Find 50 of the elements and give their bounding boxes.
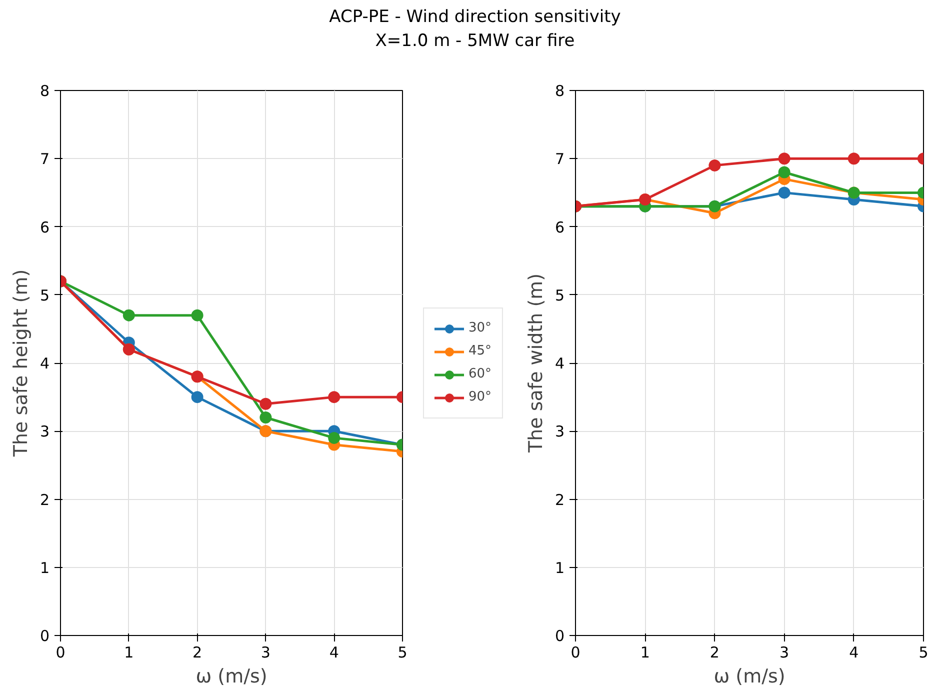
- x-tick-label: 1: [124, 644, 134, 662]
- point: [191, 309, 204, 322]
- legend-label: 30°: [468, 320, 492, 336]
- point: [778, 166, 790, 178]
- x-axis-title: ω (m/s): [196, 666, 268, 688]
- y-tick-label: 6: [554, 218, 565, 236]
- x-tick-label: 0: [56, 644, 66, 662]
- point: [328, 391, 340, 404]
- y-tick-label: 3: [40, 422, 50, 441]
- point: [328, 432, 340, 444]
- y-tick-label: 7: [554, 150, 565, 168]
- y-tick-label: 2: [40, 490, 50, 509]
- x-axis-title: ω (m/s): [714, 666, 786, 688]
- y-tick-label: 8: [554, 82, 565, 100]
- y-tick-label: 0: [554, 627, 565, 645]
- x-tick-label: 3: [260, 644, 270, 662]
- y-tick-label: 1: [40, 558, 50, 577]
- y-tick-label: 1: [554, 558, 565, 577]
- y-tick-label: 4: [554, 354, 565, 372]
- y-axis-title: The safe width (m): [524, 273, 547, 454]
- x-tick-label: 0: [570, 644, 580, 662]
- legend-label: 45°: [468, 344, 492, 358]
- x-tick-label: 4: [329, 644, 339, 662]
- legend-label: 60°: [468, 366, 492, 382]
- y-tick-label: 8: [40, 82, 50, 100]
- y-tick-label: 3: [554, 422, 565, 441]
- x-tick-label: 2: [192, 644, 202, 662]
- point: [122, 309, 135, 322]
- x-tick-label: 2: [710, 644, 720, 662]
- point: [778, 152, 790, 165]
- x-tick-label: 4: [849, 644, 859, 662]
- y-axis-title: The safe height (m): [10, 269, 32, 458]
- y-tick-label: 6: [40, 218, 50, 236]
- x-tick-label: 1: [640, 644, 650, 662]
- point: [708, 159, 721, 172]
- text: ACP-PE - Wind direction sensitivity X=1.0 m - 5MW car fire: [328, 6, 622, 54]
- y-tick-label: 5: [554, 286, 565, 304]
- y-tick-label: 0: [40, 627, 50, 645]
- legend-label: 90°: [468, 390, 492, 404]
- point: [778, 186, 790, 199]
- x-tick-label: 3: [780, 644, 790, 662]
- y-tick-label: 5: [40, 286, 50, 304]
- x-tick-label: 5: [918, 644, 928, 662]
- y-tick-label: 7: [40, 150, 50, 168]
- x-tick-label: 5: [398, 644, 408, 662]
- point: [260, 398, 272, 410]
- y-tick-label: 4: [40, 354, 50, 372]
- y-tick-label: 2: [554, 490, 565, 509]
- point: [260, 412, 272, 424]
- point: [191, 391, 204, 404]
